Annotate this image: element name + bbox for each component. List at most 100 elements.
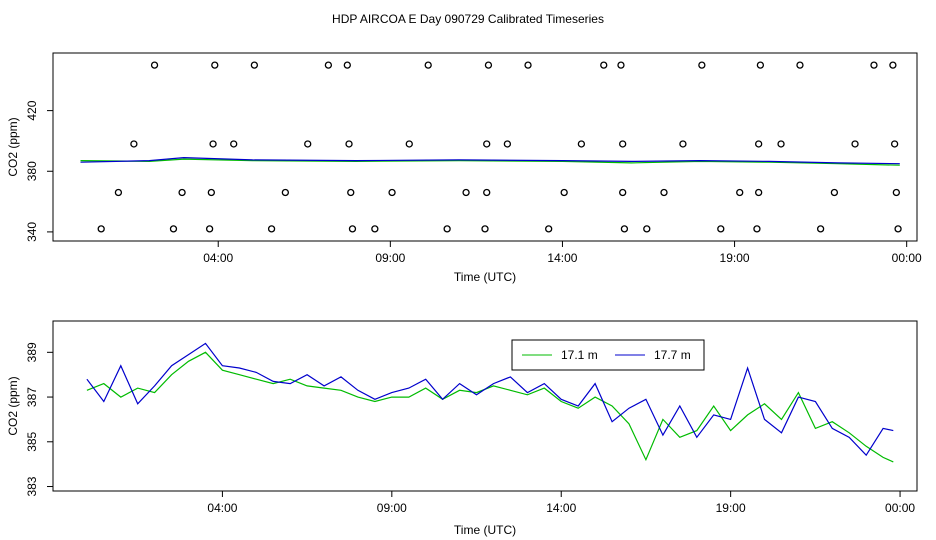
calibration-y-axis-label: CO2 (ppm) — [6, 117, 20, 176]
calibration-point — [524, 61, 532, 69]
calibration-point — [343, 61, 351, 69]
calibration-point — [345, 140, 353, 148]
calibration-point — [755, 188, 763, 197]
legend-label-17-7m: 17.7 m — [654, 348, 691, 362]
figure-title: HDP AIRCOA E Day 090729 Calibrated Times… — [332, 12, 604, 26]
calibration-point — [211, 61, 219, 69]
calibration-x-tick-label: 09:00 — [375, 251, 405, 265]
calibration-x-axis: 04:00 09:00 14:00 19:00 00:00 — [203, 241, 922, 265]
calibration-point — [348, 225, 357, 233]
calibration-point — [250, 61, 259, 69]
calibration-series-line-17-7-m — [80, 156, 900, 165]
calibration-point — [717, 225, 725, 233]
timeseries-y-tick-label: 385 — [25, 431, 39, 451]
calibration-point — [304, 140, 312, 148]
timeseries-y-axis: 383 385 387 389 — [25, 342, 53, 497]
calibration-point — [643, 225, 651, 233]
calibration-point — [371, 225, 379, 233]
calibration-series-lines — [80, 156, 900, 166]
calibration-point — [483, 188, 491, 197]
calibration-point — [424, 61, 432, 69]
calibration-point — [209, 140, 217, 148]
timeseries-y-tick-label: 389 — [25, 342, 39, 362]
legend-label-17-1m: 17.1 m — [561, 348, 598, 362]
calibration-y-tick-label: 420 — [25, 100, 39, 120]
timeseries-y-tick-label: 387 — [25, 387, 39, 407]
timeseries-x-tick-label: 00:00 — [885, 501, 915, 515]
calibration-point — [851, 140, 859, 148]
timeseries-x-tick-label: 04:00 — [207, 501, 237, 515]
calibration-point — [660, 188, 668, 197]
calibration-point — [679, 140, 687, 148]
timeseries-panel: 04:00 09:00 14:00 19:00 00:00 383 385 387 389 T… — [6, 320, 918, 537]
calibration-point — [816, 225, 825, 233]
calibration-point — [347, 188, 355, 197]
calibration-series-line-17-1-m — [80, 158, 900, 166]
calibration-point — [560, 188, 568, 197]
timeseries-series-line-17-1-m — [86, 351, 894, 463]
calibration-point — [130, 140, 138, 148]
calibration-point — [619, 188, 627, 197]
timeseries-y-axis-label: CO2 (ppm) — [6, 376, 20, 435]
calibration-point — [484, 61, 493, 69]
calibration-point — [178, 188, 186, 197]
calibration-point — [405, 140, 413, 148]
timeseries-x-axis: 04:00 09:00 14:00 19:00 00:00 — [207, 491, 915, 515]
calibration-point — [483, 140, 491, 148]
timeseries-x-tick-label: 14:00 — [546, 501, 576, 515]
timeseries-legend: 17.1 m 17.7 m — [511, 339, 705, 371]
calibration-point — [324, 61, 333, 69]
calibration-y-axis: 340 380 420 — [25, 100, 53, 242]
calibration-point — [281, 188, 290, 197]
calibration-point — [894, 225, 902, 233]
calibration-point — [830, 188, 839, 197]
calibration-point — [169, 225, 178, 233]
calibration-point — [777, 140, 785, 148]
calibration-point — [114, 188, 123, 197]
calibration-point — [481, 225, 489, 233]
calibration-plot-frame — [52, 52, 918, 242]
calibration-point — [755, 140, 763, 148]
calibration-point — [892, 188, 900, 197]
calibration-point — [267, 225, 276, 233]
calibration-point — [230, 140, 238, 148]
calibration-point — [736, 188, 744, 197]
calibration-point — [545, 225, 553, 233]
calibration-point — [207, 188, 215, 197]
calibration-point — [97, 225, 105, 233]
calibration-point — [388, 188, 396, 197]
calibration-point — [619, 140, 627, 148]
calibration-point — [698, 61, 706, 69]
timeseries-series-line-17-7-m — [86, 342, 894, 457]
calibration-point — [796, 61, 804, 69]
calibration-x-tick-label: 14:00 — [547, 251, 577, 265]
calibration-panel: 04:00 09:00 14:00 19:00 00:00 340 380 420 Time… — [6, 52, 922, 284]
calibration-y-tick-label: 340 — [25, 222, 39, 242]
calibration-point — [205, 225, 214, 233]
calibration-point — [889, 61, 897, 69]
calibration-x-tick-label: 00:00 — [892, 251, 922, 265]
calibration-point — [890, 140, 899, 148]
calibration-point — [600, 61, 608, 69]
calibration-point — [756, 61, 765, 69]
calibration-point — [577, 140, 586, 148]
timeseries-x-tick-label: 19:00 — [716, 501, 746, 515]
calibration-point — [617, 61, 625, 69]
timeseries-x-axis-label: Time (UTC) — [454, 523, 516, 537]
calibration-point — [753, 225, 761, 233]
calibration-points — [97, 61, 902, 233]
calibration-y-tick-label: 380 — [25, 161, 39, 181]
calibration-point — [443, 225, 451, 233]
calibration-point — [150, 61, 159, 69]
timeseries-plot-frame — [52, 320, 918, 492]
calibration-x-tick-label: 19:00 — [720, 251, 750, 265]
calibration-point — [620, 225, 629, 233]
calibration-point — [870, 61, 878, 69]
calibration-point — [503, 140, 512, 148]
timeseries-x-tick-label: 09:00 — [377, 501, 407, 515]
calibration-x-tick-label: 04:00 — [203, 251, 233, 265]
calibration-point — [462, 188, 470, 197]
timeseries-y-tick-label: 383 — [25, 476, 39, 496]
timeseries-lines — [86, 342, 894, 463]
